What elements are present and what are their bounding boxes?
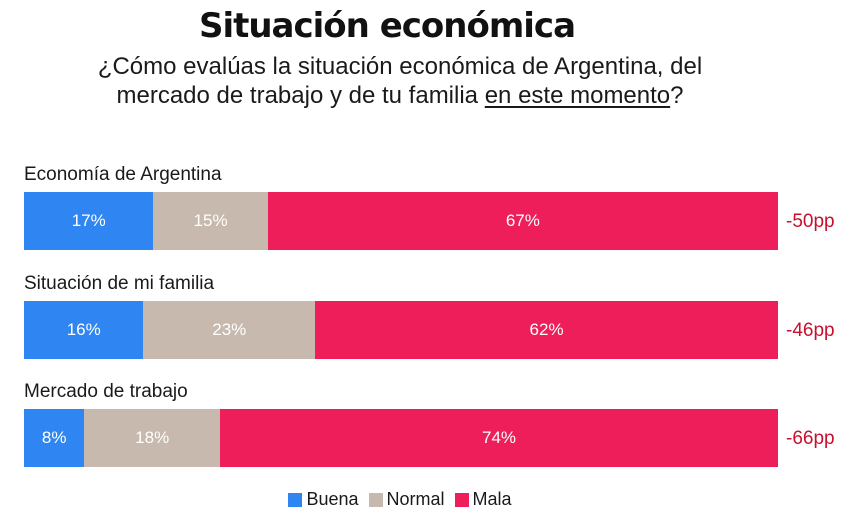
row-label-familia: Situación de mi familia — [24, 273, 215, 294]
subtitle-line-1: ¿Cómo evalúas la situación económica de … — [97, 53, 703, 80]
bar-segment-mala-familia: 62% — [315, 301, 778, 359]
bar-segment-normal-trabajo: 18% — [84, 409, 221, 467]
legend-swatch-mala — [454, 492, 469, 507]
net-label-trabajo: -66pp — [786, 428, 835, 449]
legend-item-normal: Normal — [368, 489, 445, 510]
bar-segment-buena-economia: 17% — [24, 192, 154, 250]
legend-label-buena: Buena — [306, 489, 359, 509]
bar-segment-normal-familia: 23% — [143, 301, 316, 359]
bar-segment-buena-familia: 16% — [24, 301, 144, 359]
legend-swatch-buena — [288, 492, 303, 507]
legend-item-buena: Buena — [288, 489, 359, 510]
net-label-economia: -50pp — [786, 211, 835, 232]
subtitle-line-2-end: ? — [670, 82, 684, 109]
legend-item-mala: Mala — [454, 489, 512, 510]
legend-swatch-normal — [368, 492, 383, 507]
bar-economia: 17% 15% 67% — [24, 192, 778, 250]
bar-segment-mala-economia: 67% — [267, 192, 778, 250]
bar-segment-normal-economia: 15% — [153, 192, 268, 250]
subtitle-line-2-start: mercado de trabajo y de tu familia — [116, 82, 485, 109]
chart-subtitle: ¿Cómo evalúas la situación económica de … — [0, 52, 800, 110]
net-label-familia: -46pp — [786, 320, 835, 341]
chart-legend: Buena Normal Mala — [0, 489, 800, 510]
bar-segment-mala-trabajo: 74% — [220, 409, 778, 467]
chart-title: Situación económica — [198, 6, 576, 46]
bar-segment-buena-trabajo: 8% — [24, 409, 85, 467]
legend-label-normal: Normal — [386, 489, 445, 509]
row-label-economia: Economía de Argentina — [24, 164, 222, 185]
bar-trabajo: 8% 18% 74% — [24, 409, 778, 467]
legend-label-mala: Mala — [472, 489, 512, 509]
subtitle-line-2: mercado de trabajo y de tu familia en es… — [0, 81, 800, 110]
bar-familia: 16% 23% 62% — [24, 301, 778, 359]
subtitle-underlined-text: en este momento — [484, 82, 671, 109]
row-label-trabajo: Mercado de trabajo — [24, 381, 188, 402]
